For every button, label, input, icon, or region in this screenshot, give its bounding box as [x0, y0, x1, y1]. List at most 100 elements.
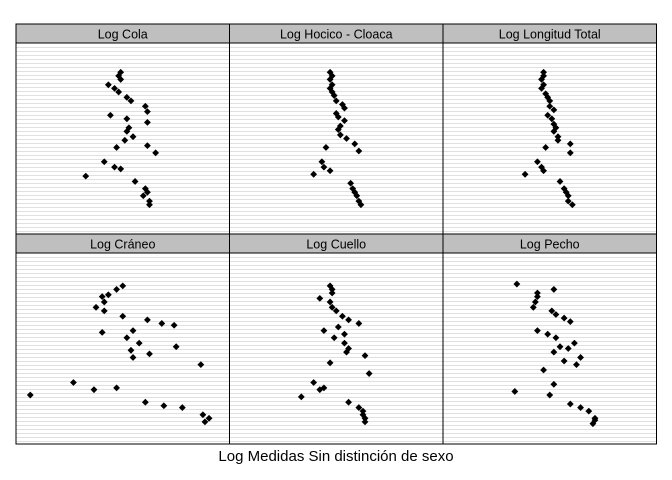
data-point — [205, 414, 213, 422]
data-point — [343, 135, 350, 142]
panel-title: Log Cuello — [306, 238, 366, 252]
data-point — [564, 192, 572, 200]
data-point — [534, 158, 541, 166]
data-point — [199, 411, 207, 419]
data-point — [341, 117, 348, 124]
data-point — [141, 398, 149, 406]
data-point — [70, 379, 77, 386]
points — [521, 68, 576, 209]
data-point — [560, 314, 568, 322]
data-point — [328, 303, 336, 311]
data-point — [589, 420, 597, 428]
data-point — [534, 293, 541, 300]
data-point — [540, 68, 547, 76]
data-point — [540, 167, 547, 175]
points — [297, 282, 373, 426]
data-point — [552, 311, 560, 318]
gridlines — [229, 47, 443, 232]
plot-background — [16, 43, 230, 234]
data-point — [123, 334, 131, 342]
data-point — [201, 418, 209, 426]
data-point — [577, 354, 584, 361]
data-point — [544, 111, 552, 119]
data-point — [540, 72, 547, 80]
panel-title: Log Longitud Total — [499, 28, 601, 42]
data-point — [104, 81, 112, 89]
data-point — [320, 163, 328, 171]
data-point — [160, 402, 168, 410]
gridlines — [16, 257, 230, 442]
data-point — [361, 414, 369, 422]
data-point — [135, 339, 143, 347]
data-point — [564, 197, 572, 205]
data-point — [550, 380, 558, 388]
plot-background — [229, 253, 443, 444]
data-point — [326, 167, 334, 175]
data-point — [115, 88, 123, 96]
data-point — [546, 102, 554, 110]
data-point — [550, 127, 558, 135]
data-point — [123, 115, 131, 123]
data-point — [560, 357, 568, 365]
data-point — [531, 298, 539, 306]
data-point — [119, 312, 127, 320]
data-point — [330, 92, 338, 99]
data-point — [170, 321, 178, 329]
data-point — [550, 286, 558, 293]
data-point — [529, 303, 537, 311]
data-point — [332, 110, 340, 117]
data-point — [534, 327, 541, 334]
data-point — [328, 289, 336, 297]
data-point — [548, 307, 556, 315]
data-point — [538, 84, 545, 92]
panel-5: Log Cuello — [229, 233, 444, 445]
data-point — [336, 131, 344, 139]
data-point — [123, 127, 131, 135]
data-point — [197, 361, 205, 369]
data-point — [104, 291, 112, 299]
data-point — [556, 343, 564, 351]
data-point — [111, 163, 118, 171]
data-point — [326, 76, 334, 83]
data-point — [322, 144, 330, 151]
data-point — [357, 201, 365, 209]
data-point — [359, 407, 367, 415]
data-point — [127, 97, 135, 105]
points — [511, 280, 599, 428]
data-point — [127, 346, 135, 354]
data-point — [316, 294, 324, 302]
data-point — [566, 400, 574, 408]
data-point — [121, 136, 129, 144]
data-point — [332, 97, 340, 105]
data-point — [341, 330, 348, 338]
data-point — [141, 102, 149, 110]
data-point — [361, 418, 369, 426]
data-point — [566, 149, 574, 157]
data-point — [113, 144, 120, 151]
data-point — [365, 370, 373, 377]
data-point — [100, 298, 108, 306]
points — [310, 68, 365, 209]
data-point — [316, 386, 324, 394]
data-point — [349, 185, 357, 193]
data-point — [129, 133, 137, 141]
data-point — [111, 84, 118, 92]
data-point — [123, 93, 131, 101]
data-point — [577, 404, 584, 411]
data-point — [117, 68, 125, 76]
data-point — [131, 178, 139, 185]
data-point — [326, 359, 334, 367]
panel-3: Log Longitud Total — [442, 23, 657, 235]
gridlines — [229, 257, 443, 442]
data-point — [158, 320, 166, 327]
data-point — [146, 350, 153, 358]
panel-4: Log Cráneo — [15, 233, 230, 445]
panel-6: Log Pecho — [442, 233, 657, 445]
data-point — [117, 165, 125, 173]
data-point — [297, 393, 305, 401]
panel-1: Log Cola — [15, 23, 230, 235]
panel-title: Log Cola — [98, 28, 148, 42]
data-point — [144, 108, 151, 116]
data-point — [146, 201, 153, 209]
